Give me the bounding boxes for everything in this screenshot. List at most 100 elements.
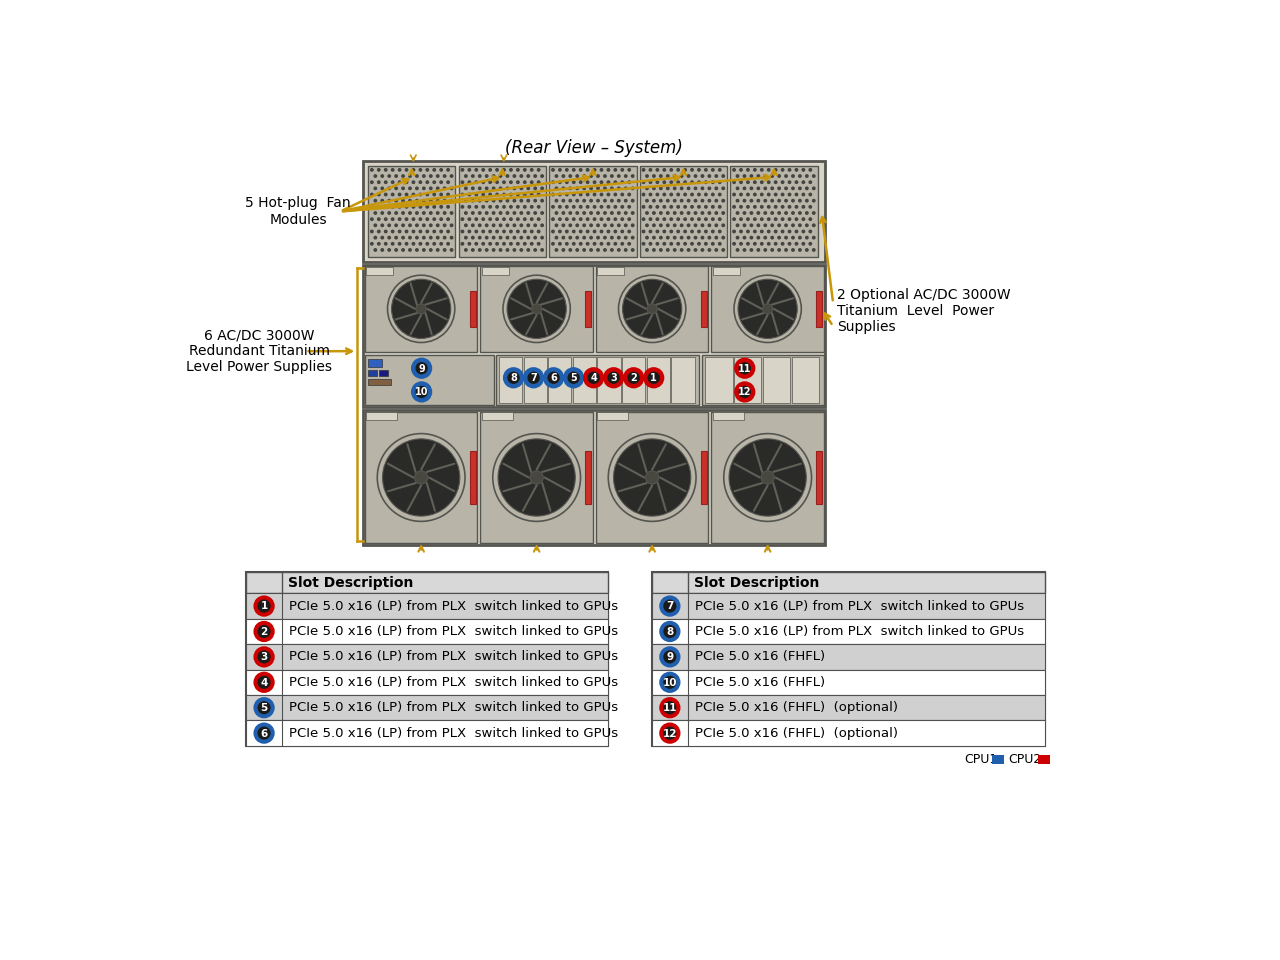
- Circle shape: [370, 229, 374, 233]
- Circle shape: [791, 174, 795, 178]
- Circle shape: [797, 248, 801, 252]
- Circle shape: [554, 248, 558, 252]
- Bar: [700, 291, 707, 326]
- Circle shape: [710, 180, 714, 184]
- Circle shape: [686, 248, 690, 252]
- Circle shape: [686, 236, 690, 240]
- Circle shape: [422, 224, 426, 228]
- Circle shape: [562, 186, 566, 190]
- Circle shape: [773, 180, 777, 184]
- Circle shape: [736, 174, 740, 178]
- Circle shape: [530, 193, 534, 197]
- Circle shape: [408, 236, 412, 240]
- Circle shape: [575, 236, 579, 240]
- Circle shape: [645, 236, 649, 240]
- Circle shape: [655, 180, 659, 184]
- Circle shape: [791, 211, 795, 215]
- Circle shape: [564, 180, 568, 184]
- Circle shape: [690, 168, 694, 172]
- Bar: [585, 450, 591, 504]
- Circle shape: [562, 174, 566, 178]
- Circle shape: [627, 217, 631, 221]
- Circle shape: [433, 168, 436, 172]
- Text: 5 Hot-plug  Fan
Modules: 5 Hot-plug Fan Modules: [246, 197, 351, 227]
- Circle shape: [593, 204, 596, 208]
- Circle shape: [586, 229, 590, 233]
- Bar: [246, 670, 608, 695]
- Circle shape: [562, 248, 566, 252]
- Circle shape: [257, 650, 270, 663]
- Circle shape: [631, 174, 635, 178]
- Circle shape: [582, 224, 586, 228]
- Bar: [652, 720, 1044, 746]
- Bar: [652, 695, 1044, 720]
- Circle shape: [383, 439, 460, 516]
- Bar: [366, 267, 393, 275]
- Circle shape: [522, 217, 526, 221]
- Circle shape: [655, 168, 659, 172]
- Circle shape: [694, 236, 698, 240]
- Circle shape: [552, 193, 556, 197]
- Bar: [548, 357, 571, 403]
- Circle shape: [760, 217, 764, 221]
- Circle shape: [534, 248, 538, 252]
- Circle shape: [781, 180, 785, 184]
- Circle shape: [492, 211, 495, 215]
- Circle shape: [390, 242, 394, 246]
- Circle shape: [370, 180, 374, 184]
- Circle shape: [568, 186, 572, 190]
- Circle shape: [380, 174, 384, 178]
- Text: PCIe 5.0 x16 (FHFL): PCIe 5.0 x16 (FHFL): [695, 650, 826, 663]
- Circle shape: [649, 217, 653, 221]
- Circle shape: [736, 199, 740, 203]
- Circle shape: [739, 180, 742, 184]
- Circle shape: [708, 211, 712, 215]
- Circle shape: [771, 224, 774, 228]
- Circle shape: [627, 204, 631, 208]
- Circle shape: [652, 174, 655, 178]
- Circle shape: [777, 199, 781, 203]
- Circle shape: [607, 229, 611, 233]
- Circle shape: [596, 186, 600, 190]
- Circle shape: [607, 168, 611, 172]
- Circle shape: [520, 211, 524, 215]
- Circle shape: [812, 248, 815, 252]
- Circle shape: [388, 174, 392, 178]
- Circle shape: [506, 199, 509, 203]
- Circle shape: [753, 204, 756, 208]
- Circle shape: [805, 211, 809, 215]
- Circle shape: [376, 217, 380, 221]
- Circle shape: [714, 211, 718, 215]
- Bar: [470, 450, 476, 504]
- Circle shape: [623, 199, 627, 203]
- Circle shape: [488, 242, 492, 246]
- Circle shape: [686, 211, 690, 215]
- Circle shape: [530, 217, 534, 221]
- Circle shape: [652, 199, 655, 203]
- Circle shape: [660, 622, 680, 640]
- Circle shape: [589, 224, 593, 228]
- Circle shape: [404, 242, 408, 246]
- Circle shape: [475, 217, 479, 221]
- Circle shape: [540, 236, 544, 240]
- Circle shape: [433, 217, 436, 221]
- Circle shape: [449, 186, 453, 190]
- Circle shape: [767, 204, 771, 208]
- Circle shape: [540, 174, 544, 178]
- Circle shape: [662, 168, 667, 172]
- Circle shape: [471, 186, 475, 190]
- Circle shape: [641, 180, 645, 184]
- Circle shape: [613, 229, 617, 233]
- Circle shape: [488, 180, 492, 184]
- Circle shape: [471, 224, 475, 228]
- Text: 2 Optional AC/DC 3000W
Titanium  Level  Power
Supplies: 2 Optional AC/DC 3000W Titanium Level Po…: [837, 288, 1011, 334]
- Circle shape: [663, 727, 676, 739]
- Circle shape: [257, 625, 270, 638]
- Circle shape: [485, 199, 489, 203]
- Circle shape: [481, 229, 485, 233]
- Circle shape: [509, 180, 513, 184]
- Circle shape: [660, 724, 680, 742]
- Circle shape: [257, 701, 270, 714]
- Circle shape: [568, 211, 572, 215]
- Circle shape: [621, 217, 625, 221]
